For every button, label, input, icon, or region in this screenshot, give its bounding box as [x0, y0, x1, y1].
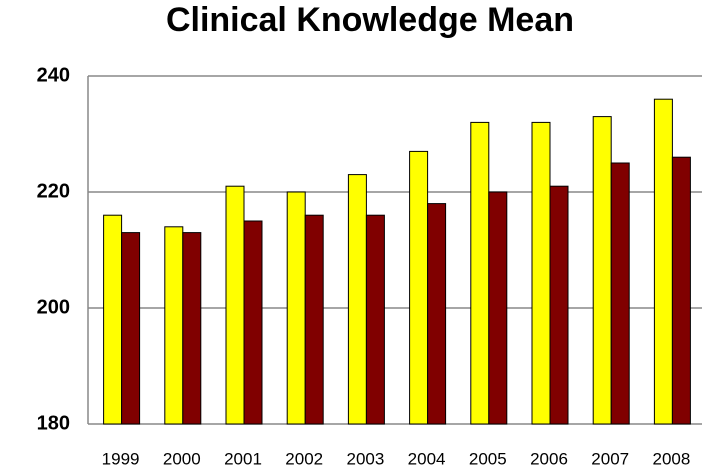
bar [671, 156, 691, 425]
bar [470, 121, 490, 425]
chart-title: Clinical Knowledge Mean [166, 1, 574, 39]
bar [182, 232, 202, 425]
bar [610, 162, 630, 425]
x-tick-label: 2008 [652, 449, 690, 468]
bar [592, 116, 612, 425]
x-tick-label: 2006 [530, 449, 568, 468]
y-tick-label: 220 [37, 180, 70, 202]
bar [427, 203, 447, 425]
bar [365, 214, 385, 425]
bar [103, 214, 123, 425]
x-tick-label: 2005 [469, 449, 507, 468]
bar [409, 150, 429, 425]
x-tick-label: 1999 [102, 449, 140, 468]
y-tick-label: 240 [37, 64, 70, 86]
bar [304, 214, 324, 425]
bar [121, 232, 141, 425]
x-tick-label: 2002 [285, 449, 323, 468]
x-tick-label: 2001 [224, 449, 262, 468]
x-tick-label: 2007 [591, 449, 629, 468]
x-tick-label: 2000 [163, 449, 201, 468]
bar [164, 226, 184, 425]
bar [286, 191, 306, 425]
y-tick-label: 200 [37, 296, 70, 318]
x-tick-label: 2004 [408, 449, 446, 468]
bar [347, 174, 367, 425]
bar [531, 121, 551, 425]
x-tick-label: 2003 [346, 449, 384, 468]
bar [653, 98, 673, 425]
bar [488, 191, 508, 425]
bar [549, 185, 569, 425]
bar [243, 220, 263, 425]
y-tick-label: 180 [37, 412, 70, 434]
bar [225, 185, 245, 425]
